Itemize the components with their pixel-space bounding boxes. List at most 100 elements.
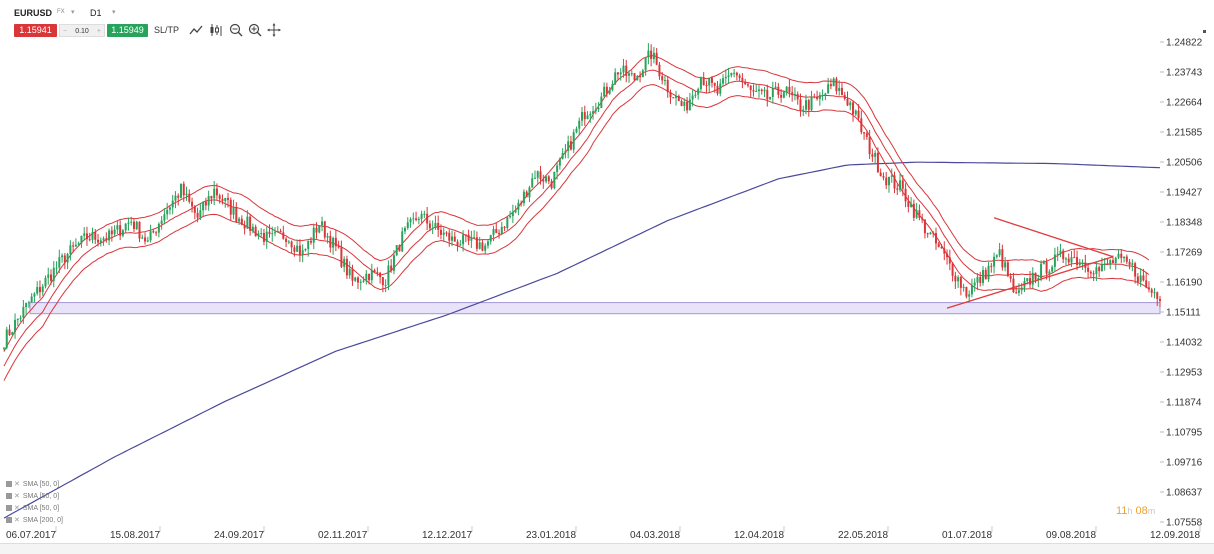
- candle-body: [998, 249, 1001, 256]
- candle-body: [799, 99, 802, 112]
- candle-body: [254, 226, 257, 237]
- candle-body: [976, 276, 979, 283]
- candle-body: [66, 254, 69, 263]
- candles-icon[interactable]: [209, 23, 223, 37]
- candle-body: [495, 229, 498, 233]
- candle-body: [38, 287, 41, 293]
- candle-body: [392, 255, 395, 271]
- volume-minus-button[interactable]: −: [63, 28, 68, 35]
- candle-body: [910, 203, 913, 207]
- candle-body: [1042, 261, 1045, 264]
- settings-icon[interactable]: [6, 517, 12, 524]
- candle-body: [1153, 292, 1156, 294]
- candle-body: [608, 89, 611, 94]
- chevron-down-icon[interactable]: ▾: [71, 9, 75, 16]
- candle-body: [1100, 264, 1103, 272]
- candle-body: [215, 188, 218, 196]
- indicator-row[interactable]: ✕ SMA [50, 0]: [6, 479, 63, 491]
- candle-body: [3, 347, 5, 349]
- candle-body: [351, 268, 354, 281]
- timer-m-label: m: [1147, 506, 1156, 516]
- y-tick-label: 1.09716: [1166, 458, 1203, 469]
- candle-body: [959, 277, 962, 288]
- candle-body: [459, 244, 462, 246]
- symbol-label[interactable]: EURUSD: [14, 8, 53, 18]
- candle-body: [340, 247, 343, 267]
- volume-plus-button[interactable]: +: [96, 28, 101, 35]
- candle-body: [304, 248, 307, 251]
- candle-body: [1006, 262, 1009, 277]
- candle-body: [456, 241, 459, 246]
- y-tick-label: 1.22664: [1166, 98, 1203, 109]
- chart-options-handle[interactable]: [1203, 30, 1206, 33]
- indicator-row[interactable]: ✕ SMA [200, 0]: [6, 515, 63, 527]
- y-tick-label: 1.16190: [1166, 278, 1203, 289]
- candle-body: [1125, 256, 1128, 262]
- remove-icon[interactable]: ✕: [14, 481, 20, 488]
- zoom-in-icon[interactable]: [248, 23, 262, 37]
- candle-body: [439, 229, 442, 235]
- candle-body: [33, 293, 36, 297]
- indicator-row[interactable]: ✕ SMA [50, 0]: [6, 491, 63, 503]
- candle-body: [19, 317, 22, 319]
- candle-body: [719, 83, 722, 94]
- candle-body: [293, 247, 296, 252]
- candle-body: [708, 77, 711, 86]
- candle-body: [1092, 273, 1095, 275]
- sma200-line: [3, 161, 1161, 519]
- chevron-down-icon[interactable]: ▾: [112, 9, 116, 16]
- indicator-label: SMA [200, 0]: [22, 517, 63, 524]
- volume-field[interactable]: − 0.10 +: [59, 24, 105, 37]
- candle-body: [415, 218, 418, 220]
- buy-price-button[interactable]: 1.15949: [107, 24, 148, 37]
- indicator-row[interactable]: ✕ SMA [50, 0]: [6, 503, 63, 515]
- candle-body: [691, 95, 694, 100]
- candle-body: [442, 232, 445, 235]
- timer-minutes: 08: [1135, 505, 1148, 517]
- sell-price-button[interactable]: 1.15941: [14, 24, 57, 37]
- candle-body: [611, 84, 614, 90]
- remove-icon[interactable]: ✕: [14, 505, 20, 512]
- candle-body: [22, 307, 25, 318]
- remove-icon[interactable]: ✕: [14, 493, 20, 500]
- volume-value[interactable]: 0.10: [75, 28, 89, 35]
- candle-body: [652, 52, 655, 60]
- candle-body: [376, 272, 379, 274]
- candle-body: [569, 141, 572, 150]
- candle-body: [766, 89, 769, 100]
- x-tick-label: 12.09.2018: [1150, 530, 1200, 541]
- timeframe-selector[interactable]: D1: [90, 8, 102, 18]
- candle-body: [522, 191, 525, 204]
- candle-body: [517, 202, 520, 210]
- settings-icon[interactable]: [6, 481, 12, 488]
- price-axis: 1.24822 1.23743 1.22664 1.21585 1.20506 1.194…: [1160, 38, 1203, 529]
- line-chart-icon[interactable]: [189, 23, 203, 37]
- candle-body: [309, 240, 312, 243]
- candle-body: [55, 267, 58, 269]
- settings-icon[interactable]: [6, 493, 12, 500]
- candle-body: [105, 238, 108, 241]
- candle-body: [893, 175, 896, 189]
- crosshair-icon[interactable]: [267, 23, 281, 37]
- candle-body: [210, 196, 213, 199]
- candle-body: [1147, 287, 1150, 290]
- candle-body: [36, 287, 39, 294]
- candle-body: [171, 200, 174, 208]
- zoom-out-icon[interactable]: [229, 23, 243, 37]
- support-zone-rect: [29, 302, 1161, 315]
- candle-body: [229, 199, 232, 215]
- candle-body: [199, 210, 202, 218]
- candle-body: [896, 188, 899, 190]
- remove-icon[interactable]: ✕: [14, 517, 20, 524]
- candle-body: [1031, 272, 1034, 285]
- settings-icon[interactable]: [6, 505, 12, 512]
- sltp-button[interactable]: SL/TP: [154, 25, 180, 35]
- candle-body: [1040, 263, 1043, 279]
- candle-body: [276, 231, 279, 233]
- candle-body: [25, 302, 28, 308]
- candle-body: [486, 241, 489, 246]
- candle-body: [954, 275, 957, 282]
- y-tick-label: 1.12953: [1166, 368, 1203, 379]
- candle-body: [752, 90, 755, 92]
